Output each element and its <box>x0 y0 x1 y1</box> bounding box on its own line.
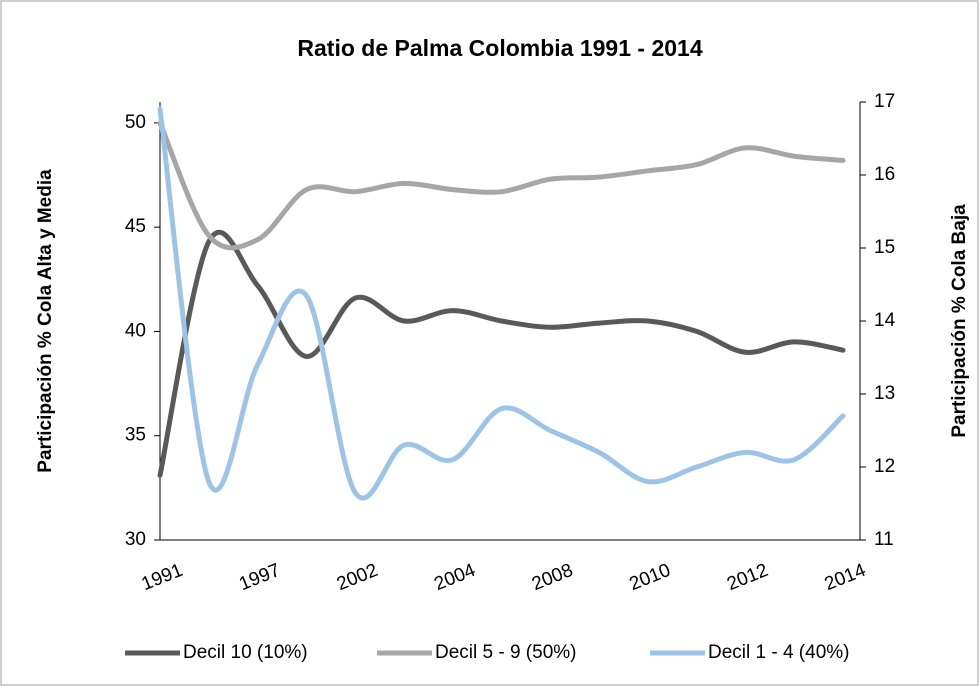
y-tick-label: 30 <box>125 529 146 550</box>
chart-title: Ratio de Palma Colombia 1991 - 2014 <box>297 35 702 61</box>
series-line <box>157 229 846 478</box>
y-tick-label: 50 <box>125 112 146 133</box>
series-line <box>157 106 846 501</box>
y2-tick-label: 12 <box>874 456 895 477</box>
y-tick-label: 40 <box>125 320 146 341</box>
y2-axis-title: Participación % Cola Baja <box>949 204 970 438</box>
y-tick-label: 45 <box>125 216 146 237</box>
legend-label: Decil 5 - 9 (50%) <box>435 642 577 663</box>
y2-tick-label: 11 <box>874 529 894 550</box>
legend-label: Decil 10 (10%) <box>183 642 308 663</box>
legend-label: Decil 1 - 4 (40%) <box>708 642 850 663</box>
y2-tick-label: 14 <box>874 310 896 331</box>
y2-tick-label: 15 <box>874 237 895 258</box>
series-line <box>157 120 846 251</box>
y2-tick-label: 16 <box>874 164 895 185</box>
y2-tick-label: 17 <box>874 91 895 112</box>
y-tick-label: 35 <box>125 425 146 446</box>
y2-tick-label: 13 <box>874 383 895 404</box>
y-axis-title: Participación % Cola Alta y Media <box>35 169 56 473</box>
